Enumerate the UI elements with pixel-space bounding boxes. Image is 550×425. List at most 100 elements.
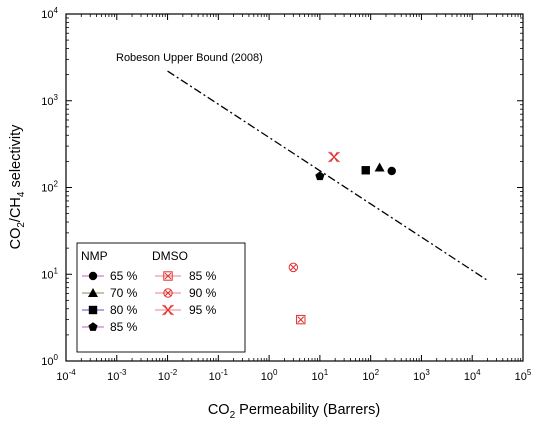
x-cross — [164, 272, 172, 280]
y-tick-label-exp: 1 — [54, 266, 59, 275]
legend-marker — [163, 288, 173, 298]
x-tick-label-base: 10 — [209, 371, 221, 383]
y-tick-label: 103 — [41, 93, 58, 108]
legend-marker — [163, 271, 173, 281]
y-axis-title-b: 2 — [16, 222, 27, 228]
circle-outline — [288, 262, 299, 273]
y-tick-label-base: 10 — [41, 9, 53, 21]
y-tick-label-exp: 2 — [54, 180, 59, 189]
data-point — [296, 314, 306, 325]
x-tick-label: 101 — [312, 368, 329, 383]
legend-label: 85 % — [189, 269, 217, 283]
box-outline — [163, 271, 173, 281]
x-tick-label-base: 10 — [261, 371, 273, 383]
y-tick-label: 100 — [41, 353, 58, 368]
y-tick-label: 101 — [41, 266, 58, 281]
square-marker — [88, 305, 98, 315]
x-cross-inner — [330, 151, 338, 163]
x-tick-label: 102 — [362, 368, 379, 383]
data-point — [361, 166, 370, 175]
x-tick-label-exp: -2 — [170, 368, 178, 377]
x-cross — [164, 289, 172, 297]
legend-label: 70 % — [110, 286, 138, 300]
data-point — [328, 151, 340, 163]
y-tick-label: 102 — [41, 180, 58, 195]
y-tick-label-base: 10 — [41, 356, 53, 368]
legend-group-nmp: NMP — [81, 249, 108, 263]
pentagon-marker — [315, 171, 325, 181]
x-axis-title: CO2 Permeability (Barrers) — [208, 402, 380, 421]
x-tick-label-base: 10 — [312, 371, 324, 383]
data-point — [374, 162, 385, 172]
legend-label: 90 % — [189, 286, 217, 300]
y-axis-title-d: 4 — [16, 191, 27, 197]
x-cross-inner — [164, 304, 172, 316]
legend-label: 65 % — [110, 269, 138, 283]
x-tick-label-base: 10 — [413, 371, 425, 383]
x-tick-label-base: 10 — [56, 371, 68, 383]
x-tick-label: 100 — [261, 368, 278, 383]
x-tick-label-exp: 4 — [476, 368, 481, 377]
legend-marker — [88, 288, 98, 297]
x-tick-label: 10-3 — [107, 368, 127, 383]
x-tick-label-base: 10 — [515, 371, 527, 383]
x-cross — [289, 264, 297, 271]
legend-marker — [88, 271, 98, 281]
pentagon-marker — [88, 322, 98, 331]
x-tick-label: 103 — [413, 368, 430, 383]
x-tick-label-base: 10 — [362, 371, 374, 383]
legend-label: 85 % — [110, 320, 138, 334]
y-tick-label-base: 10 — [41, 269, 53, 281]
x-tick-label-exp: 3 — [425, 368, 430, 377]
legend-box — [76, 242, 246, 353]
x-tick-label-base: 10 — [158, 371, 170, 383]
legend-label: 95 % — [189, 303, 217, 317]
y-axis-title-e: selectivity — [8, 124, 24, 192]
x-cross — [297, 316, 305, 323]
x-tick-label: 10-2 — [158, 368, 178, 383]
legend-marker — [162, 304, 174, 316]
x-axis: 10-4 10-3 10-2 10-1 100 101 102 103 104 105 — [56, 14, 532, 383]
circle-marker — [88, 271, 98, 281]
triangle-marker — [374, 162, 385, 172]
y-tick-label-base: 10 — [41, 96, 53, 108]
circle-outline — [163, 288, 173, 298]
x-tick-label: 104 — [464, 368, 481, 383]
y-tick-label-exp: 3 — [54, 93, 59, 102]
circle-marker — [387, 166, 396, 176]
x-axis-title-sub: 2 — [230, 410, 236, 421]
y-tick-label-base: 10 — [41, 183, 53, 195]
legend-marker — [88, 305, 98, 315]
x-tick-label-exp: -4 — [69, 368, 77, 377]
data-markers — [288, 151, 396, 325]
x-tick-label-base: 10 — [107, 371, 119, 383]
x-tick-label-exp: 5 — [527, 368, 532, 377]
y-axis-title-a: CO — [8, 228, 24, 250]
x-axis-title-rest: Permeability (Barrers) — [235, 402, 380, 418]
y-axis-title: CO2/CH4 selectivity — [8, 124, 27, 249]
x-axis-title-main: CO — [208, 402, 230, 418]
legend-entries: 65 % 70 % 80 % 85 % 85 % 90 % 95 % — [82, 269, 217, 334]
y-tick-label-exp: 0 — [54, 353, 59, 362]
x-tick-label-exp: 1 — [324, 368, 329, 377]
legend-group-dmso: DMSO — [152, 249, 188, 263]
triangle-marker — [88, 288, 98, 297]
box-outline — [296, 314, 306, 325]
x-tick-label: 10-4 — [56, 368, 76, 383]
x-tick-label-exp: 0 — [273, 368, 278, 377]
x-tick-label-exp: -3 — [119, 368, 127, 377]
data-point — [315, 171, 325, 181]
x-tick-label-exp: 2 — [375, 368, 380, 377]
x-tick-label-exp: -1 — [221, 368, 229, 377]
x-tick-label: 105 — [515, 368, 532, 383]
legend-marker — [88, 322, 98, 331]
data-point — [387, 166, 396, 176]
x-tick-label-base: 10 — [464, 371, 476, 383]
data-point — [288, 262, 299, 273]
y-axis-title-c: /CH — [8, 197, 24, 222]
legend: NMP DMSO 65 % 70 % 80 % 85 % 85 % 90 % 95 % — [76, 242, 246, 353]
square-marker — [361, 166, 370, 175]
legend-label: 80 % — [110, 303, 138, 317]
